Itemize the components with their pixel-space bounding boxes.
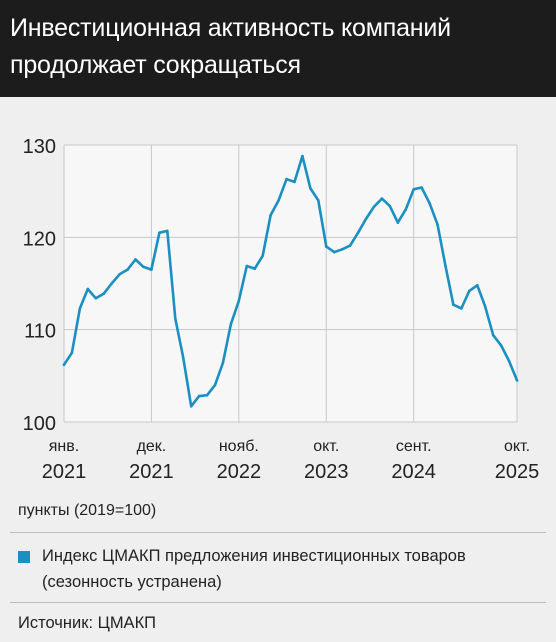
legend-label-line-1: Индекс ЦМАКП предложения инвестиционных … <box>42 547 466 565</box>
data-point <box>356 231 360 234</box>
y-tick-label: 110 <box>24 321 56 343</box>
x-tick-label-month: окт. <box>313 438 339 455</box>
x-tick-label-month: янв. <box>49 438 79 455</box>
x-tick-label-month: сент. <box>396 438 432 455</box>
data-point <box>404 208 408 211</box>
data-point <box>499 344 503 347</box>
legend-label-line-2: (сезонность устранена) <box>42 573 222 591</box>
data-point <box>285 177 288 181</box>
data-point <box>174 317 177 320</box>
data-point <box>388 204 392 208</box>
data-point <box>166 229 169 233</box>
data-point <box>436 223 439 226</box>
data-point <box>515 379 519 382</box>
data-point <box>102 292 105 295</box>
y-tick-label: 130 <box>23 136 56 158</box>
data-point <box>476 284 479 287</box>
legend-label: Индекс ЦМАКП предложения инвестиционных … <box>42 543 552 595</box>
header-bar: Инвестиционная активность компаний продо… <box>0 0 556 97</box>
data-point <box>237 299 241 303</box>
data-point <box>62 363 66 367</box>
data-point <box>70 351 74 355</box>
source-note: Источник: ЦМАКП <box>18 614 157 632</box>
data-point <box>332 250 336 254</box>
data-point <box>491 333 495 337</box>
data-point <box>86 287 90 291</box>
data-point <box>340 248 344 251</box>
data-point <box>142 265 145 269</box>
y-tick-label: 100 <box>23 413 56 435</box>
x-tick-label-month: дек. <box>137 438 167 455</box>
data-point <box>325 245 328 248</box>
data-point <box>348 244 352 247</box>
data-point <box>396 221 400 224</box>
data-point <box>213 383 217 387</box>
data-point <box>229 322 233 326</box>
data-point <box>261 254 265 258</box>
data-point <box>507 359 511 363</box>
data-point <box>452 303 455 306</box>
data-point <box>460 307 463 310</box>
data-point <box>420 186 423 189</box>
data-point <box>269 213 272 217</box>
data-point <box>364 217 368 221</box>
data-point <box>118 273 121 276</box>
data-point <box>293 180 296 184</box>
plot-area <box>64 145 517 422</box>
data-point <box>197 394 201 398</box>
x-tick-label-month: нояб. <box>219 438 259 455</box>
data-point <box>221 361 225 365</box>
data-point <box>245 264 249 268</box>
data-point <box>468 289 471 293</box>
data-point <box>309 187 312 190</box>
data-point <box>372 205 376 209</box>
data-point <box>428 201 431 205</box>
data-point <box>150 268 153 271</box>
data-point <box>277 199 280 202</box>
x-tick-label-month: окт. <box>504 438 530 455</box>
y-unit-label: пункты (2019=100) <box>18 502 157 519</box>
x-tick-label-year: 2024 <box>391 461 436 483</box>
data-point <box>110 282 113 285</box>
data-point <box>483 305 487 308</box>
y-tick-label: 120 <box>23 228 56 250</box>
data-point <box>78 307 82 310</box>
title-line-1: Инвестиционная активность компаний <box>10 14 451 42</box>
data-point <box>412 188 416 191</box>
legend-swatch <box>18 551 30 563</box>
data-point <box>158 231 161 234</box>
divider-top <box>10 532 546 533</box>
data-point <box>126 268 129 271</box>
x-tick-label-year: 2025 <box>495 461 540 483</box>
data-point <box>94 297 98 300</box>
data-point <box>181 356 185 359</box>
x-tick-label-year: 2022 <box>217 461 262 483</box>
data-point <box>134 258 137 261</box>
data-point <box>205 393 209 397</box>
x-tick-label-year: 2023 <box>304 461 349 483</box>
data-point <box>301 154 304 158</box>
series-line <box>62 154 519 408</box>
line-chart: 100 110 120 130 янв. 2021 дек. 2021 нояб. 2022 окт… <box>23 136 540 483</box>
x-tick-label-year: 2021 <box>129 461 174 483</box>
data-point <box>253 267 256 270</box>
data-point <box>189 405 193 408</box>
data-point <box>380 197 384 200</box>
data-point <box>317 199 320 202</box>
data-point <box>444 264 447 268</box>
divider-bottom <box>10 602 546 603</box>
title-line-2: продолжает сокращаться <box>10 51 301 79</box>
chart-title: Инвестиционная активность компаний продо… <box>10 10 546 84</box>
x-tick-label-year: 2021 <box>42 461 87 483</box>
